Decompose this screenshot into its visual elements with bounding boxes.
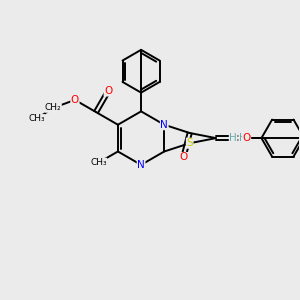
Text: CH₃: CH₃ <box>90 158 107 167</box>
Text: O: O <box>71 95 79 105</box>
Text: CH₂: CH₂ <box>45 103 61 112</box>
Text: H: H <box>229 133 237 143</box>
Text: O: O <box>179 152 188 163</box>
Text: CH₃: CH₃ <box>28 114 45 123</box>
Text: O: O <box>104 86 112 96</box>
Text: S: S <box>186 138 193 148</box>
Text: O: O <box>242 133 251 143</box>
Text: H: H <box>239 133 247 143</box>
Text: N: N <box>137 160 145 170</box>
Text: N: N <box>160 120 168 130</box>
